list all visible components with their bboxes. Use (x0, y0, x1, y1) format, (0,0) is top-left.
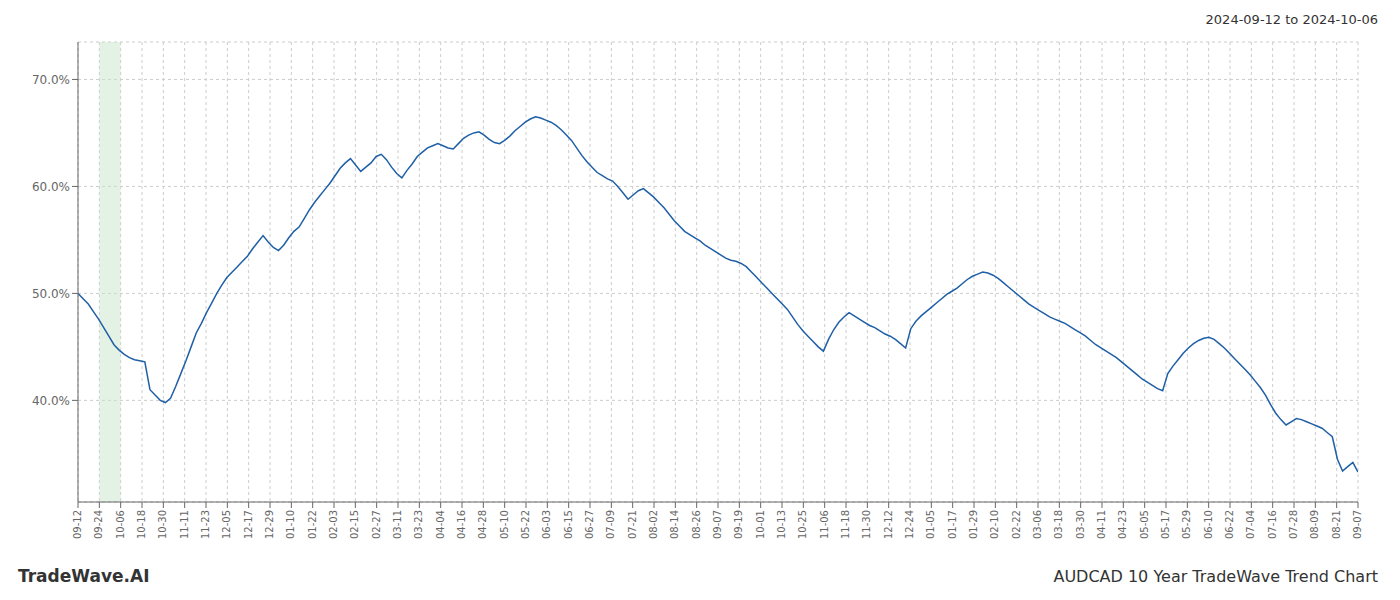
svg-text:07-28: 07-28 (1288, 510, 1299, 539)
svg-text:01-22: 01-22 (307, 510, 318, 539)
svg-text:08-21: 08-21 (1331, 510, 1342, 539)
svg-text:11-06: 11-06 (819, 510, 830, 539)
svg-text:01-10: 01-10 (285, 510, 296, 539)
svg-text:09-12: 09-12 (72, 510, 83, 539)
svg-text:11-23: 11-23 (200, 510, 211, 539)
html-text:TradeWave.AI: TradeWave.AI (18, 566, 150, 586)
svg-text:01-17: 01-17 (947, 510, 958, 539)
svg-text:01-29: 01-29 (968, 510, 979, 539)
svg-text:09-07: 09-07 (712, 510, 723, 539)
svg-text:03-11: 03-11 (392, 510, 403, 539)
svg-text:10-06: 10-06 (115, 510, 126, 539)
svg-text:12-05: 12-05 (221, 510, 232, 539)
html-text:2024-09-12 to 2024-10-06: 2024-09-12 to 2024-10-06 (1205, 12, 1378, 27)
svg-text:09-19: 09-19 (733, 510, 744, 539)
svg-text:08-26: 08-26 (691, 510, 702, 539)
svg-text:04-16: 04-16 (456, 510, 467, 539)
svg-text:05-10: 05-10 (499, 510, 510, 539)
svg-text:05-05: 05-05 (1139, 510, 1150, 539)
svg-text:03-06: 03-06 (1032, 510, 1043, 539)
svg-text:06-03: 06-03 (541, 510, 552, 539)
svg-text:04-04: 04-04 (435, 510, 446, 539)
svg-text:05-22: 05-22 (520, 510, 531, 539)
svg-text:07-04: 07-04 (1245, 510, 1256, 539)
svg-text:40.0%: 40.0% (32, 394, 70, 408)
svg-text:60.0%: 60.0% (32, 180, 70, 194)
svg-text:01-05: 01-05 (925, 510, 936, 539)
svg-text:50.0%: 50.0% (32, 287, 70, 301)
svg-text:07-16: 07-16 (1267, 510, 1278, 539)
svg-text:07-21: 07-21 (627, 510, 638, 539)
svg-text:04-11: 04-11 (1096, 510, 1107, 539)
svg-text:06-27: 06-27 (584, 510, 595, 539)
svg-text:02-15: 02-15 (349, 510, 360, 539)
svg-text:12-29: 12-29 (264, 510, 275, 539)
svg-text:10-18: 10-18 (136, 510, 147, 539)
svg-text:70.0%: 70.0% (32, 73, 70, 87)
svg-text:11-30: 11-30 (861, 510, 872, 539)
svg-text:06-22: 06-22 (1224, 510, 1235, 539)
svg-text:03-18: 03-18 (1053, 510, 1064, 539)
svg-text:06-10: 06-10 (1203, 510, 1214, 539)
svg-text:10-01: 10-01 (755, 510, 766, 539)
svg-text:08-14: 08-14 (669, 510, 680, 539)
svg-text:02-22: 02-22 (1011, 510, 1022, 539)
svg-text:09-24: 09-24 (93, 510, 104, 539)
svg-text:02-03: 02-03 (328, 510, 339, 539)
svg-text:05-17: 05-17 (1160, 510, 1171, 539)
svg-text:03-23: 03-23 (413, 510, 424, 539)
svg-text:02-10: 02-10 (989, 510, 1000, 539)
svg-text:04-28: 04-28 (477, 510, 488, 539)
svg-text:02-27: 02-27 (371, 510, 382, 539)
svg-text:08-02: 08-02 (648, 510, 659, 539)
svg-text:07-09: 07-09 (605, 510, 616, 539)
svg-text:10-25: 10-25 (797, 510, 808, 539)
svg-text:08-09: 08-09 (1309, 510, 1320, 539)
svg-text:09-07: 09-07 (1352, 510, 1363, 539)
svg-text:03-30: 03-30 (1075, 510, 1086, 539)
svg-text:04-23: 04-23 (1117, 510, 1128, 539)
svg-text:05-29: 05-29 (1181, 510, 1192, 539)
svg-text:11-11: 11-11 (179, 510, 190, 539)
html-text:AUDCAD 10 Year TradeWave Trend: AUDCAD 10 Year TradeWave Trend Chart (1053, 567, 1378, 586)
svg-text:10-13: 10-13 (776, 510, 787, 539)
svg-text:11-18: 11-18 (840, 510, 851, 539)
svg-text:12-12: 12-12 (883, 510, 894, 539)
svg-text:12-17: 12-17 (243, 510, 254, 539)
svg-text:06-15: 06-15 (563, 510, 574, 539)
svg-text:10-30: 10-30 (157, 510, 168, 539)
svg-text:12-24: 12-24 (904, 510, 915, 539)
